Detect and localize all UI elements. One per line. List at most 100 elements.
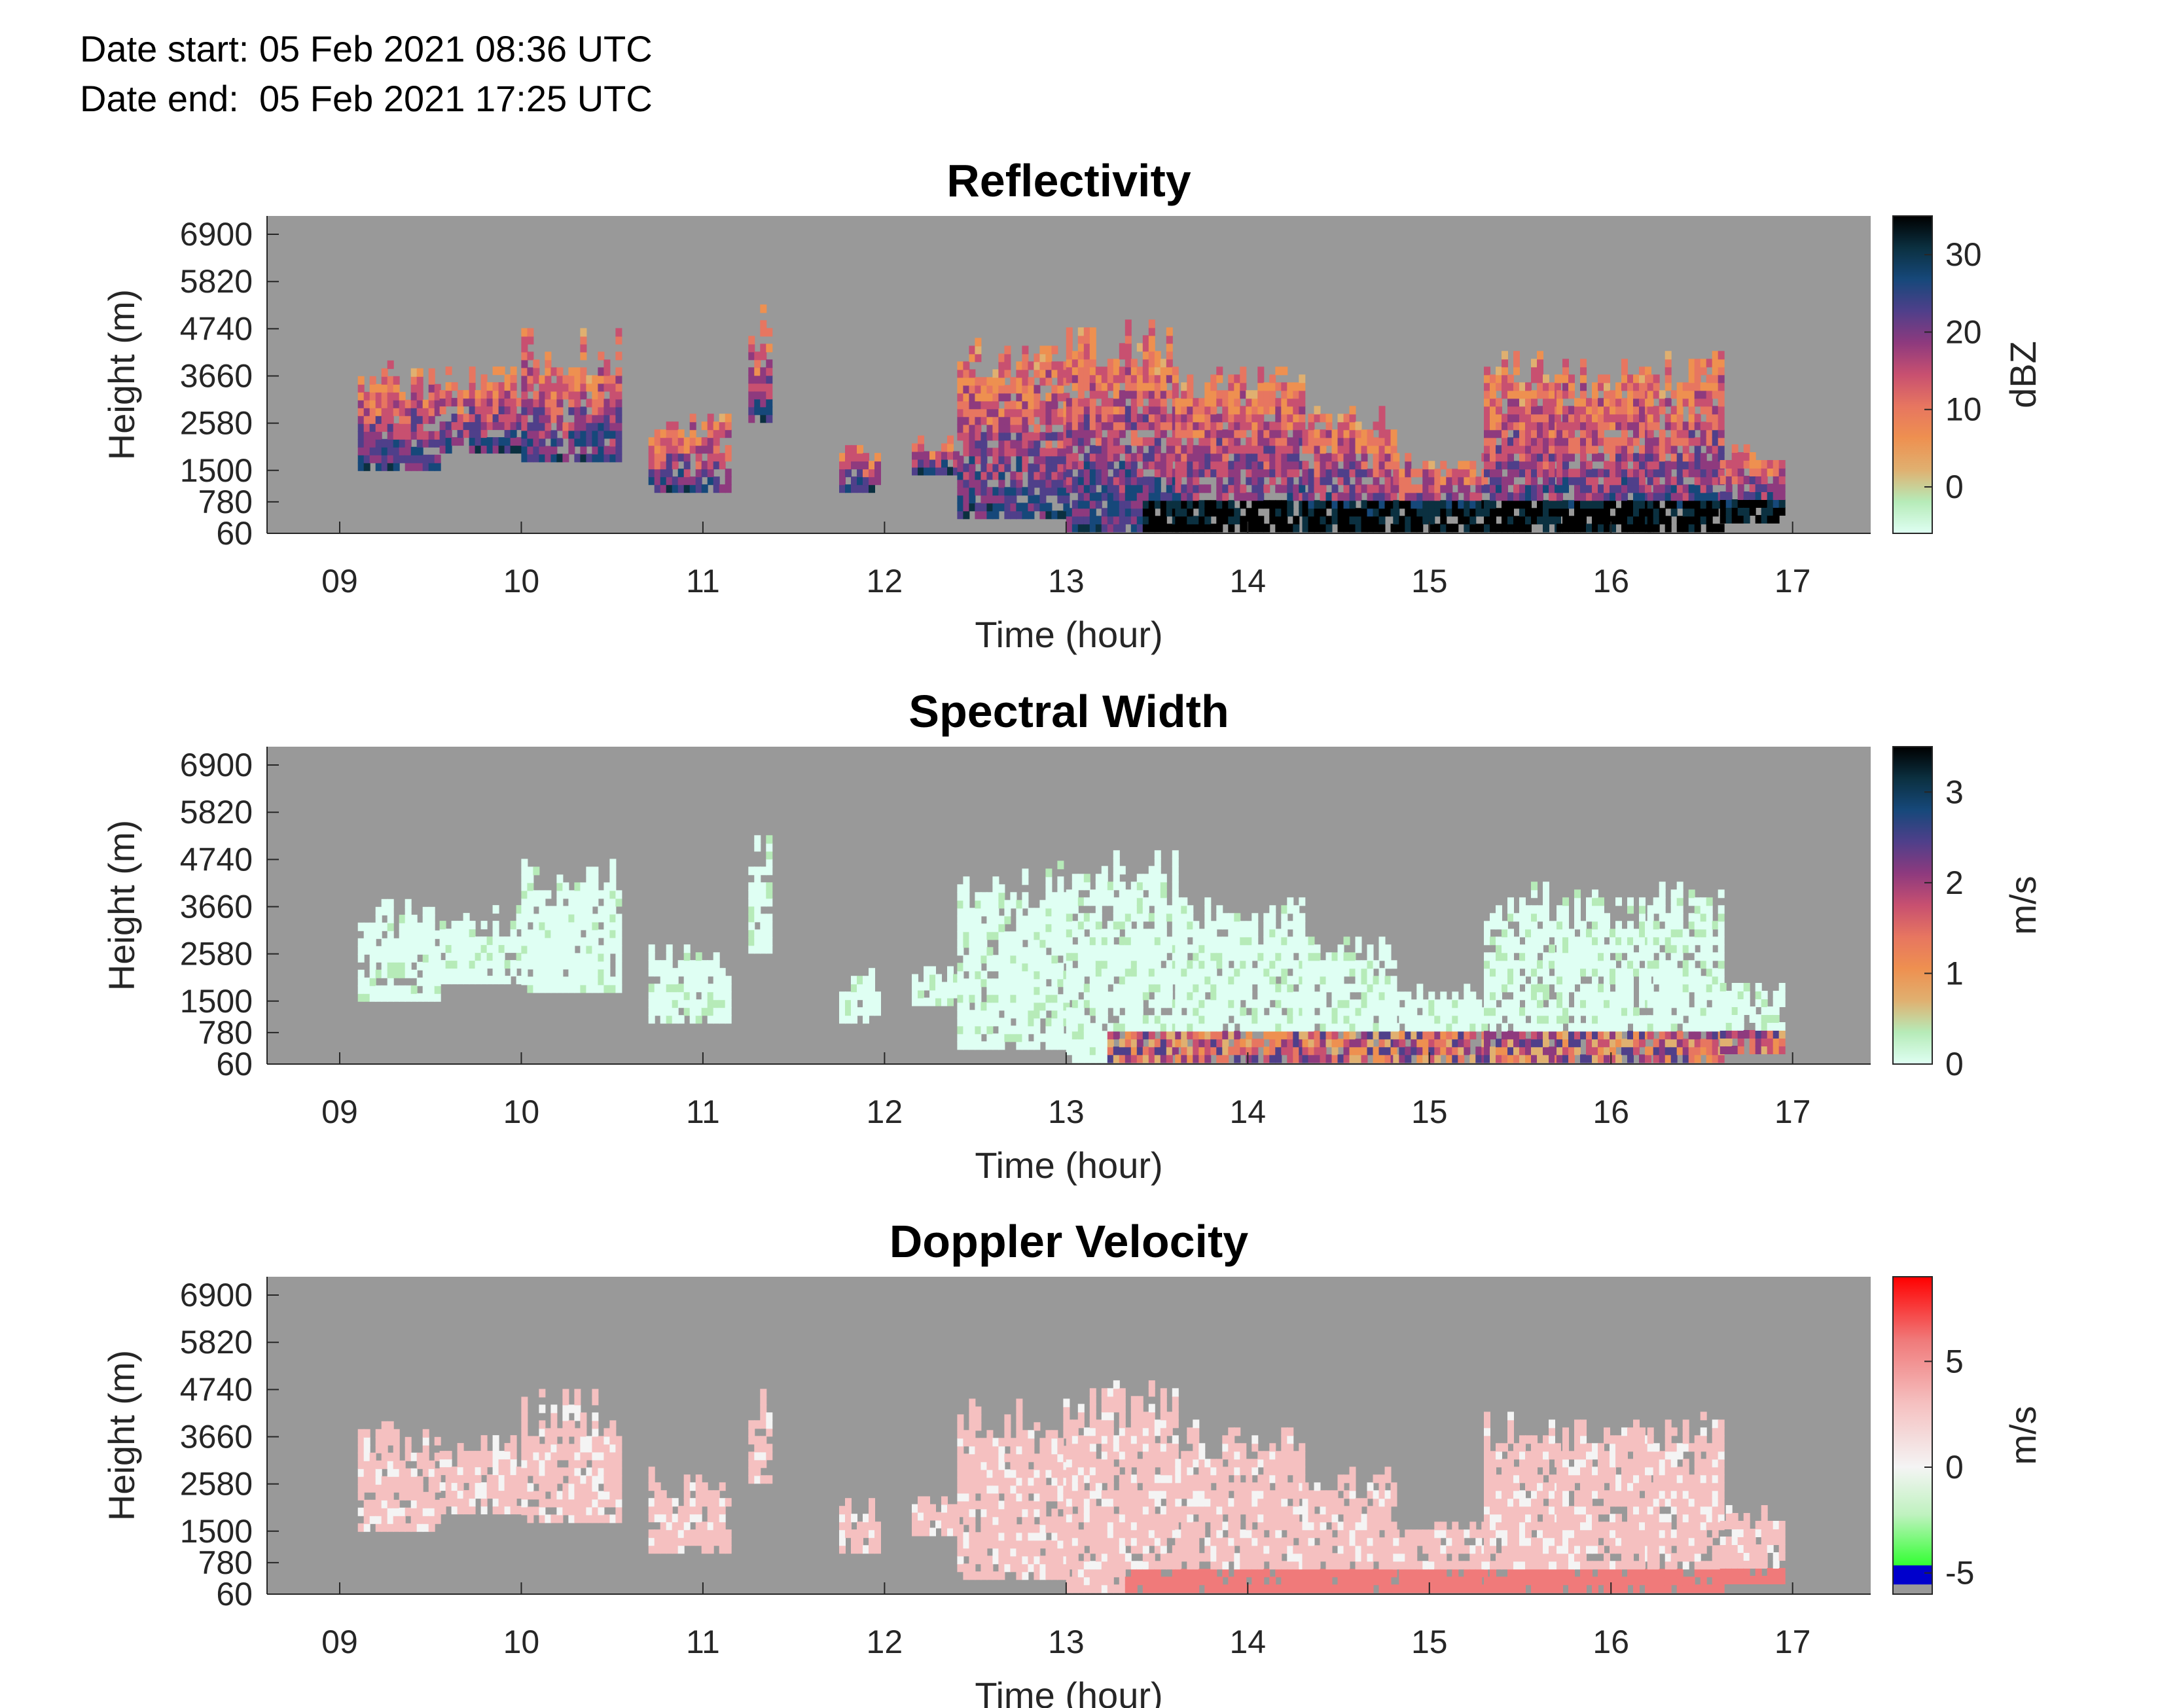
echo-cell (533, 414, 540, 423)
echo-cell (1193, 445, 1200, 454)
echo-cell (405, 930, 412, 939)
echo-cell (1281, 905, 1288, 914)
echo-cell (839, 453, 846, 462)
echo-cell (1549, 476, 1555, 486)
echo-cell (1222, 414, 1229, 423)
echo-cell (1051, 900, 1058, 909)
echo-cell (1016, 385, 1023, 394)
echo-cell (1343, 524, 1350, 533)
echo-cell (592, 422, 599, 431)
echo-cell (1125, 484, 1132, 493)
echo-cell (1166, 976, 1173, 985)
echo-cell (550, 391, 558, 400)
echo-cell (1066, 366, 1073, 376)
echo-cell (1343, 1015, 1350, 1024)
echo-cell (754, 929, 761, 938)
echo-cell (992, 471, 999, 480)
echo-cell (1198, 1046, 1206, 1056)
echo-cell (963, 432, 970, 441)
echo-cell (1281, 1039, 1288, 1048)
echo-cell (1216, 1054, 1223, 1063)
echo-cell (1302, 991, 1309, 1001)
echo-cell (1095, 897, 1102, 906)
echo-cell (1615, 421, 1622, 431)
echo-cell (1077, 976, 1085, 985)
echo-cell (533, 969, 540, 978)
echo-cell (992, 510, 999, 520)
echo-cell (539, 953, 546, 962)
echo-cell (1175, 952, 1182, 961)
echo-cell (516, 936, 523, 946)
echo-cell (1496, 429, 1502, 438)
echo-cell (1700, 516, 1707, 525)
echo-cell (1496, 406, 1502, 415)
echo-cell (381, 407, 388, 416)
echo-cell (1384, 469, 1392, 478)
echo-cell (666, 952, 673, 961)
echo-cell (1604, 421, 1610, 431)
echo-cell (475, 976, 482, 985)
echo-cell (1302, 524, 1309, 533)
echo-cell (1022, 994, 1029, 1003)
echo-cell (1549, 453, 1555, 462)
echo-cell (1240, 382, 1247, 391)
echo-cell (947, 989, 954, 999)
echo-cell (1621, 414, 1628, 423)
echo-cell (1562, 508, 1569, 517)
echo-cell (1010, 487, 1017, 496)
echo-cell (981, 1041, 988, 1050)
echo-cell (648, 952, 655, 961)
echo-cell (516, 976, 523, 985)
echo-cell (550, 383, 558, 392)
echo-cell (1670, 437, 1678, 446)
echo-cell (1089, 952, 1096, 961)
echo-cell (1142, 881, 1149, 891)
echo-cell (1142, 976, 1149, 985)
echo-cell (1269, 991, 1276, 1001)
echo-cell (1240, 429, 1247, 438)
echo-cell (521, 921, 528, 931)
echo-cell (1502, 414, 1508, 423)
echo-cell (1160, 1031, 1167, 1040)
echo-cell (874, 999, 881, 1008)
echo-cell (1343, 984, 1350, 993)
echo-cell (869, 999, 875, 1008)
echo-cell (1531, 359, 1538, 368)
echo-cell (1355, 976, 1362, 985)
echo-cell (660, 429, 667, 438)
echo-cell (1119, 351, 1126, 360)
echo-cell (1302, 976, 1309, 985)
echo-cell (1228, 524, 1235, 533)
echo-cell (439, 921, 446, 930)
echo-cell (1004, 385, 1011, 394)
echo-cell (1302, 1039, 1309, 1048)
echo-cell (434, 993, 441, 1002)
echo-cell (357, 938, 365, 947)
echo-cell (1004, 931, 1011, 940)
echo-cell (1688, 421, 1695, 431)
echo-cell (1325, 1031, 1333, 1040)
echo-cell (1475, 500, 1483, 509)
echo-cell (369, 446, 376, 455)
echo-cell (975, 947, 982, 956)
echo-cell (615, 438, 622, 447)
echo-cell (1216, 414, 1223, 423)
echo-cell (1325, 516, 1333, 525)
echo-cell (1101, 866, 1108, 875)
echo-cell (1688, 398, 1695, 407)
echo-cell (957, 1033, 964, 1042)
echo-cell (1045, 471, 1053, 480)
echo-cell (1160, 1054, 1167, 1063)
echo-cell (1367, 437, 1374, 446)
echo-cell (1598, 453, 1604, 462)
echo-cell (1580, 390, 1587, 399)
x-tick-label: 14 (1229, 563, 1266, 599)
echo-cell (1257, 453, 1265, 462)
echo-cell (1246, 476, 1253, 486)
echo-cell (1349, 1015, 1356, 1024)
echo-cell (1543, 484, 1549, 493)
echo-cell (986, 400, 994, 410)
echo-cell (486, 414, 494, 423)
echo-cell (375, 930, 382, 939)
echo-cell (1484, 500, 1490, 509)
